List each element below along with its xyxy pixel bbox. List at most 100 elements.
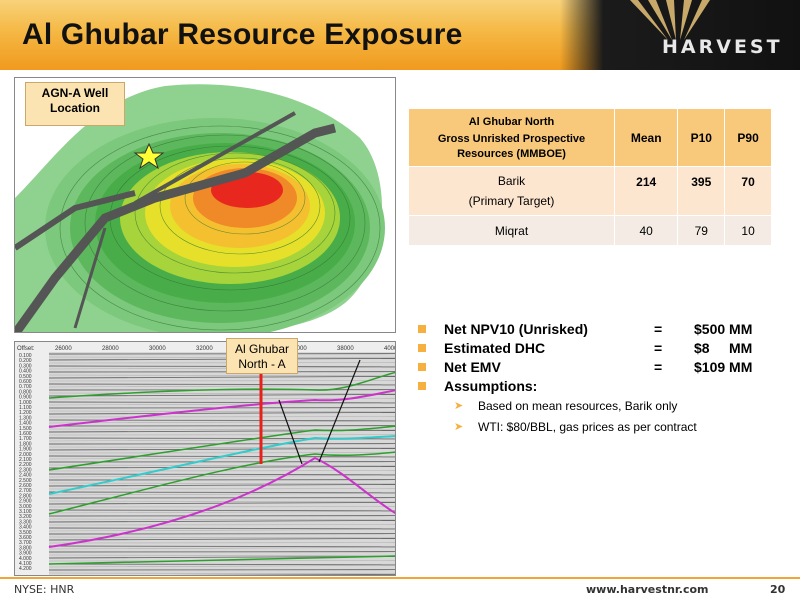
bullet-square-icon — [418, 382, 426, 390]
resources-table: Al Ghubar North Gross Unrisked Prospecti… — [408, 108, 772, 246]
bullet-label: Net EMV — [444, 359, 501, 375]
header-line-1: Al Ghubar North — [468, 116, 555, 128]
bullet-value: $8 MM — [694, 340, 753, 356]
depth-tick-label: 2.500 — [19, 478, 32, 484]
bullet-value: $500 MM — [694, 321, 753, 337]
cell-mean: 214 — [613, 166, 679, 216]
sub-bullet: ➤ WTI: $80/BBL, gas prices as per contra… — [418, 419, 778, 438]
bullet-npv: Net NPV10 (Unrisked) = $500 MM — [418, 320, 778, 339]
bullet-equals: = — [654, 340, 663, 356]
cell-p90: 70 — [724, 166, 772, 216]
depth-tick-label: 2.100 — [19, 457, 32, 463]
depth-tick-label: 1.900 — [19, 447, 32, 453]
depth-tick-label: 2.700 — [19, 488, 32, 494]
offset-tick-label: 28000 — [102, 346, 119, 352]
arrow-right-icon: ➤ — [454, 421, 464, 433]
bullet-label: Net NPV10 (Unrisked) — [444, 321, 588, 337]
footer-divider — [0, 577, 800, 579]
al-ghubar-north-callout: Al Ghubar North - A — [226, 338, 298, 374]
depth-tick-label: 3.900 — [19, 551, 32, 557]
depth-tick-label: 1.000 — [19, 400, 32, 406]
table-row: Barik (Primary Target) 214 395 70 — [408, 166, 772, 216]
row-name-text: Barik — [497, 174, 526, 188]
offset-tick-label: 32000 — [196, 346, 213, 352]
cell-p90: 10 — [724, 215, 772, 246]
cell-p10: 395 — [677, 166, 726, 216]
depth-tick-label: 0.700 — [19, 384, 32, 390]
offset-tick-label: 26000 — [55, 346, 72, 352]
depth-tick-label: 1.500 — [19, 426, 32, 432]
table-header-title: Al Ghubar North Gross Unrisked Prospecti… — [408, 108, 615, 167]
footer-website: www.harvestnr.com — [586, 583, 709, 596]
depth-tick-label: 3.300 — [19, 519, 32, 525]
header-mean: Mean — [613, 108, 679, 167]
depth-tick-label: 0.100 — [19, 353, 32, 359]
depth-tick-label: 3.700 — [19, 540, 32, 546]
offset-tick-label: 30000 — [149, 346, 166, 352]
header-line-2: Gross Unrisked Prospective Resources (MM… — [437, 133, 586, 160]
harvest-logo: HARVEST — [662, 36, 783, 58]
bullet-label: Estimated DHC — [444, 340, 546, 356]
row-name: Barik (Primary Target) — [408, 166, 615, 216]
sub-bullet: ➤ Based on mean resources, Barik only — [418, 398, 778, 417]
bullet-equals: = — [654, 359, 663, 375]
offset-tick-label: 38000 — [337, 346, 354, 352]
contour-map — [14, 77, 396, 333]
depth-tick-label: 0.400 — [19, 369, 32, 375]
cell-p10: 79 — [677, 215, 726, 246]
depth-tick-label: 4.100 — [19, 561, 32, 567]
bullet-square-icon — [418, 363, 426, 371]
depth-tick-label: 2.000 — [19, 452, 32, 458]
bullet-equals: = — [654, 321, 663, 337]
depth-tick-label: 1.400 — [19, 421, 32, 427]
bullet-assumptions: Assumptions: — [418, 377, 778, 396]
cell-mean: 40 — [613, 215, 679, 246]
page-number: 20 — [770, 583, 786, 596]
star-icon — [133, 142, 165, 170]
row-name: Miqrat — [408, 215, 615, 246]
depth-tick-label: 1.200 — [19, 410, 32, 416]
depth-tick-label: 0.200 — [19, 358, 32, 364]
footer-ticker: NYSE: HNR — [14, 583, 75, 596]
depth-tick-label: 3.200 — [19, 514, 32, 520]
depth-tick-label: 1.600 — [19, 431, 32, 437]
table-row: Miqrat 40 79 10 — [408, 215, 772, 246]
depth-tick-label: 3.000 — [19, 504, 32, 510]
offset-tick-label: 36000 — [290, 346, 307, 352]
bullet-value: $109 MM — [694, 359, 753, 375]
bullet-square-icon — [418, 325, 426, 333]
depth-tick-label: 0.500 — [19, 374, 32, 380]
bullet-dhc: Estimated DHC = $8 MM — [418, 339, 778, 358]
depth-tick-label: 3.100 — [19, 509, 32, 515]
well-location-callout: AGN-A Well Location — [25, 82, 125, 126]
depth-tick-label: 0.600 — [19, 379, 32, 385]
depth-tick-label: 3.400 — [19, 525, 32, 531]
logo-rays-icon — [630, 0, 710, 40]
bullet-emv: Net EMV = $109 MM — [418, 358, 778, 377]
depth-tick-label: 4.200 — [19, 566, 32, 572]
offset-tick-label: 40000 — [384, 346, 396, 352]
depth-tick-label: 2.400 — [19, 473, 32, 479]
depth-tick-label: 2.800 — [19, 493, 32, 499]
sub-bullet-text: WTI: $80/BBL, gas prices as per contract — [478, 420, 697, 434]
depth-tick-label: 1.800 — [19, 441, 32, 447]
table-header-row: Al Ghubar North Gross Unrisked Prospecti… — [408, 108, 772, 167]
header-p90: P90 — [724, 108, 772, 167]
depth-tick-label: 0.900 — [19, 395, 32, 401]
depth-tick-label: 0.800 — [19, 389, 32, 395]
depth-tick-label: 1.100 — [19, 405, 32, 411]
arrow-right-icon: ➤ — [454, 400, 464, 412]
depth-tick-label: 2.200 — [19, 462, 32, 468]
depth-tick-label: 0.300 — [19, 363, 32, 369]
depth-tick-label: 3.500 — [19, 530, 32, 536]
page-title: Al Ghubar Resource Exposure — [22, 18, 463, 51]
depth-tick-label: 3.600 — [19, 535, 32, 541]
offset-label: Offset: — [17, 346, 35, 352]
header-p10: P10 — [677, 108, 726, 167]
depth-tick-label: 1.300 — [19, 415, 32, 421]
depth-tick-label: 1.700 — [19, 436, 32, 442]
logo-panel — [560, 0, 800, 70]
sub-bullet-text: Based on mean resources, Barik only — [478, 399, 678, 413]
bullet-label: Assumptions: — [444, 378, 538, 394]
seismic-section: Offset: 26000280003000032000340003600038… — [14, 341, 396, 576]
